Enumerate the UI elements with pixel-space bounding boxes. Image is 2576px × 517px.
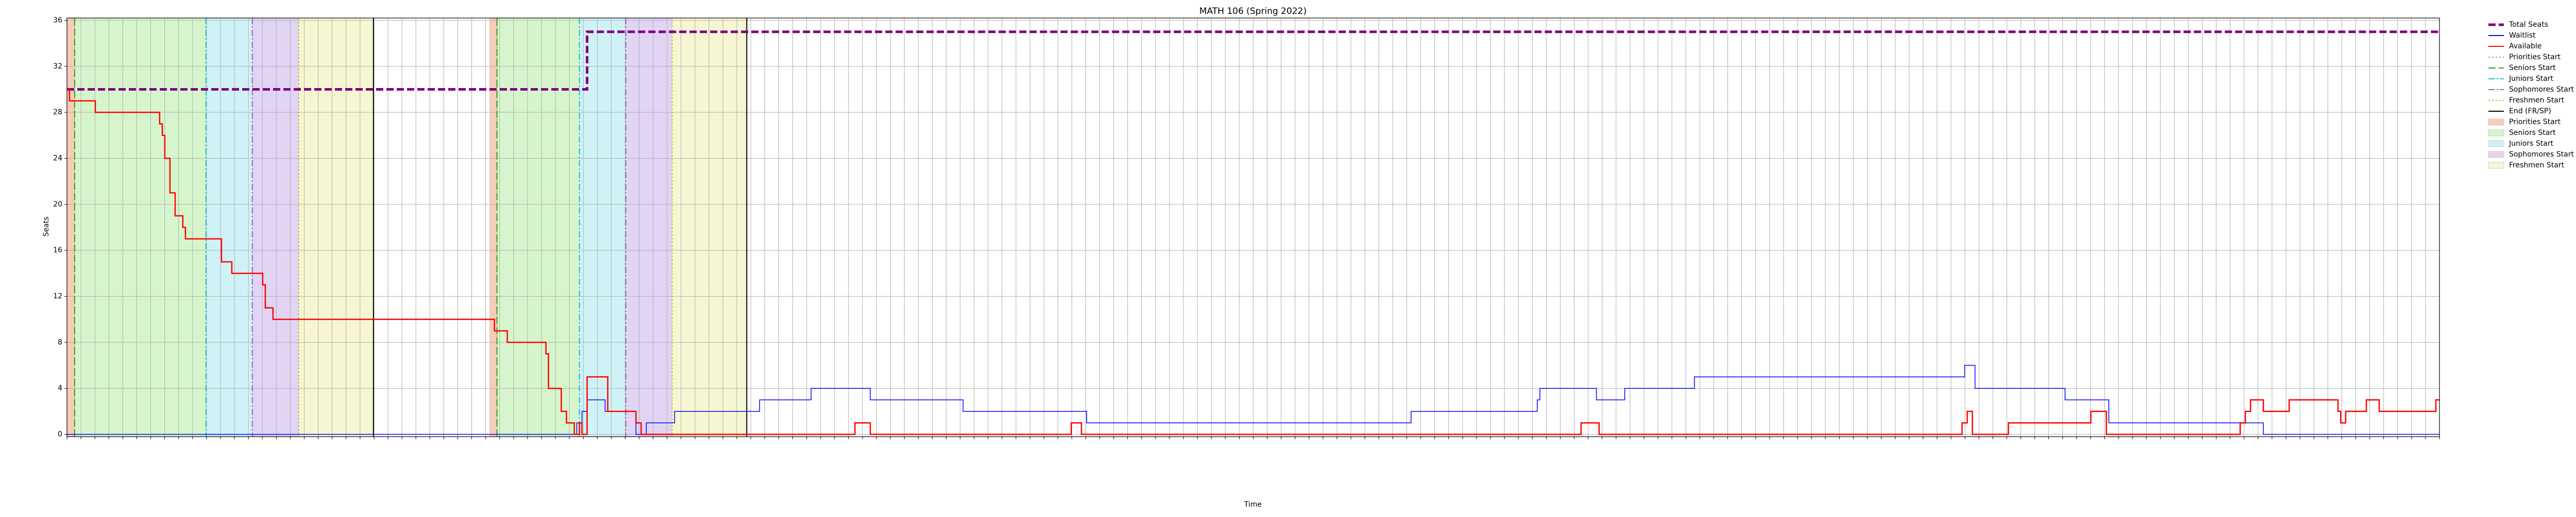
- y-tick-label: 24: [53, 154, 62, 162]
- y-tick-label: 0: [58, 430, 62, 439]
- legend-label: Available: [2509, 42, 2541, 50]
- y-axis-label: Seats: [42, 217, 50, 237]
- y-tick-label: 12: [53, 292, 62, 301]
- y-tick-label: 32: [53, 62, 62, 71]
- span: [672, 18, 747, 437]
- step-line: [67, 30, 2439, 91]
- legend-swatch: [2488, 140, 2504, 147]
- y-tick-label: 28: [53, 108, 62, 116]
- legend-label: Sophomores Start: [2509, 150, 2574, 159]
- legend-swatch: [2488, 129, 2504, 136]
- legend-label: Juniors Start: [2509, 75, 2554, 83]
- chart-title: MATH 106 (Spring 2022): [1199, 6, 1307, 16]
- y-tick-label: 4: [58, 384, 62, 392]
- legend: Total Seats Waitlist Available Priorities S…: [2488, 21, 2574, 169]
- step-line: [67, 89, 2439, 435]
- span: [625, 18, 672, 437]
- plot-frame: [66, 18, 2440, 437]
- span: [497, 18, 580, 437]
- legend-label: Priorities Start: [2509, 118, 2561, 126]
- span: [252, 18, 299, 437]
- span: [206, 18, 252, 437]
- legend-label: Juniors Start: [2509, 140, 2554, 148]
- span: [489, 18, 497, 437]
- legend-label: Waitlist: [2509, 31, 2536, 40]
- y-tick-label: 36: [53, 16, 62, 24]
- legend-label: Priorities Start: [2509, 53, 2561, 61]
- legend-swatch: [2488, 162, 2504, 169]
- y-tick-label: 16: [53, 246, 62, 254]
- legend-label: End (FR/SP): [2509, 107, 2551, 115]
- legend-label: Freshmen Start: [2509, 161, 2565, 169]
- legend-label: Total Seats: [2509, 21, 2548, 29]
- legend-swatch: [2488, 151, 2504, 158]
- legend-swatch: [2488, 118, 2504, 126]
- x-axis-label: Time: [1244, 501, 1262, 509]
- span: [74, 18, 206, 437]
- legend-label: Seniors Start: [2509, 129, 2556, 137]
- legend-label: Sophomores Start: [2509, 85, 2574, 94]
- legend-label: Freshmen Start: [2509, 96, 2565, 105]
- legend-label: Seniors Start: [2509, 64, 2556, 72]
- step-line: [67, 365, 2439, 435]
- span: [67, 18, 75, 437]
- y-tick-label: 8: [58, 338, 62, 347]
- y-tick-label: 20: [53, 200, 62, 209]
- span: [298, 18, 374, 437]
